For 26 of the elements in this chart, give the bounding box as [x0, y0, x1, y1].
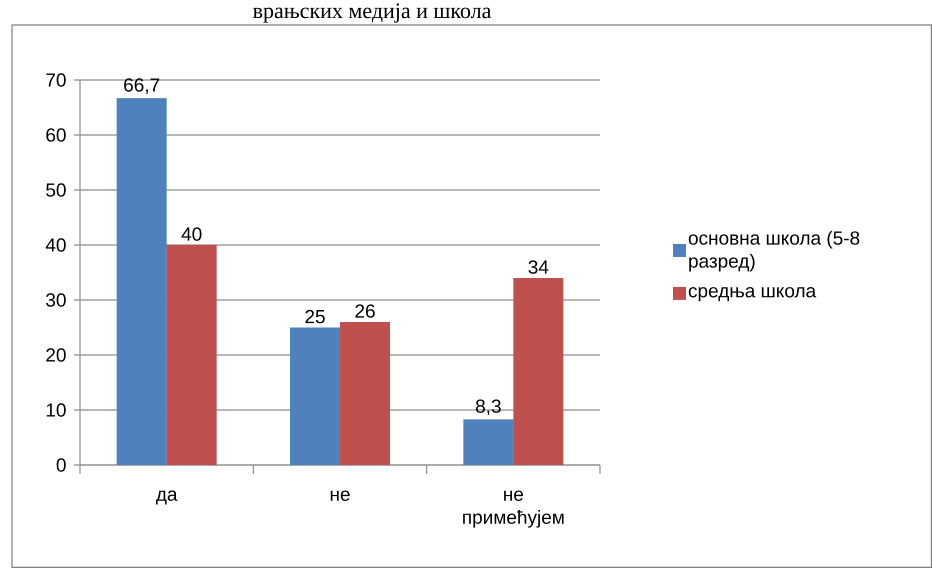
data-label: 34: [528, 260, 548, 274]
y-tick-label: 0: [56, 458, 66, 472]
y-tick-label: 30: [46, 293, 66, 307]
y-tick-label: 70: [46, 73, 66, 87]
y-tick-label: 20: [46, 348, 66, 362]
bar: [116, 98, 167, 465]
y-tick-label: 10: [46, 403, 66, 417]
x-tick-label: не: [330, 490, 350, 501]
bar: [166, 245, 217, 465]
y-tick-label: 60: [46, 128, 66, 142]
legend-label: основна школа (5-8 разред): [688, 230, 860, 272]
bar: [340, 322, 390, 465]
y-tick-label: 50: [46, 183, 66, 197]
bar: [463, 419, 514, 465]
y-tick-label: 40: [46, 238, 66, 252]
bar: [290, 328, 340, 465]
chart-title: врањских медија и школа: [253, 3, 492, 23]
data-label: 26: [355, 304, 375, 318]
data-label: 66,7: [124, 78, 160, 94]
x-tick-label: да: [156, 490, 178, 505]
data-label: 8,3: [476, 399, 501, 416]
data-label: 25: [305, 310, 325, 324]
x-tick-label: не примећујем: [463, 490, 564, 528]
legend-label: средња школа: [688, 287, 816, 302]
bar: [513, 278, 564, 465]
data-label: 40: [182, 227, 202, 241]
